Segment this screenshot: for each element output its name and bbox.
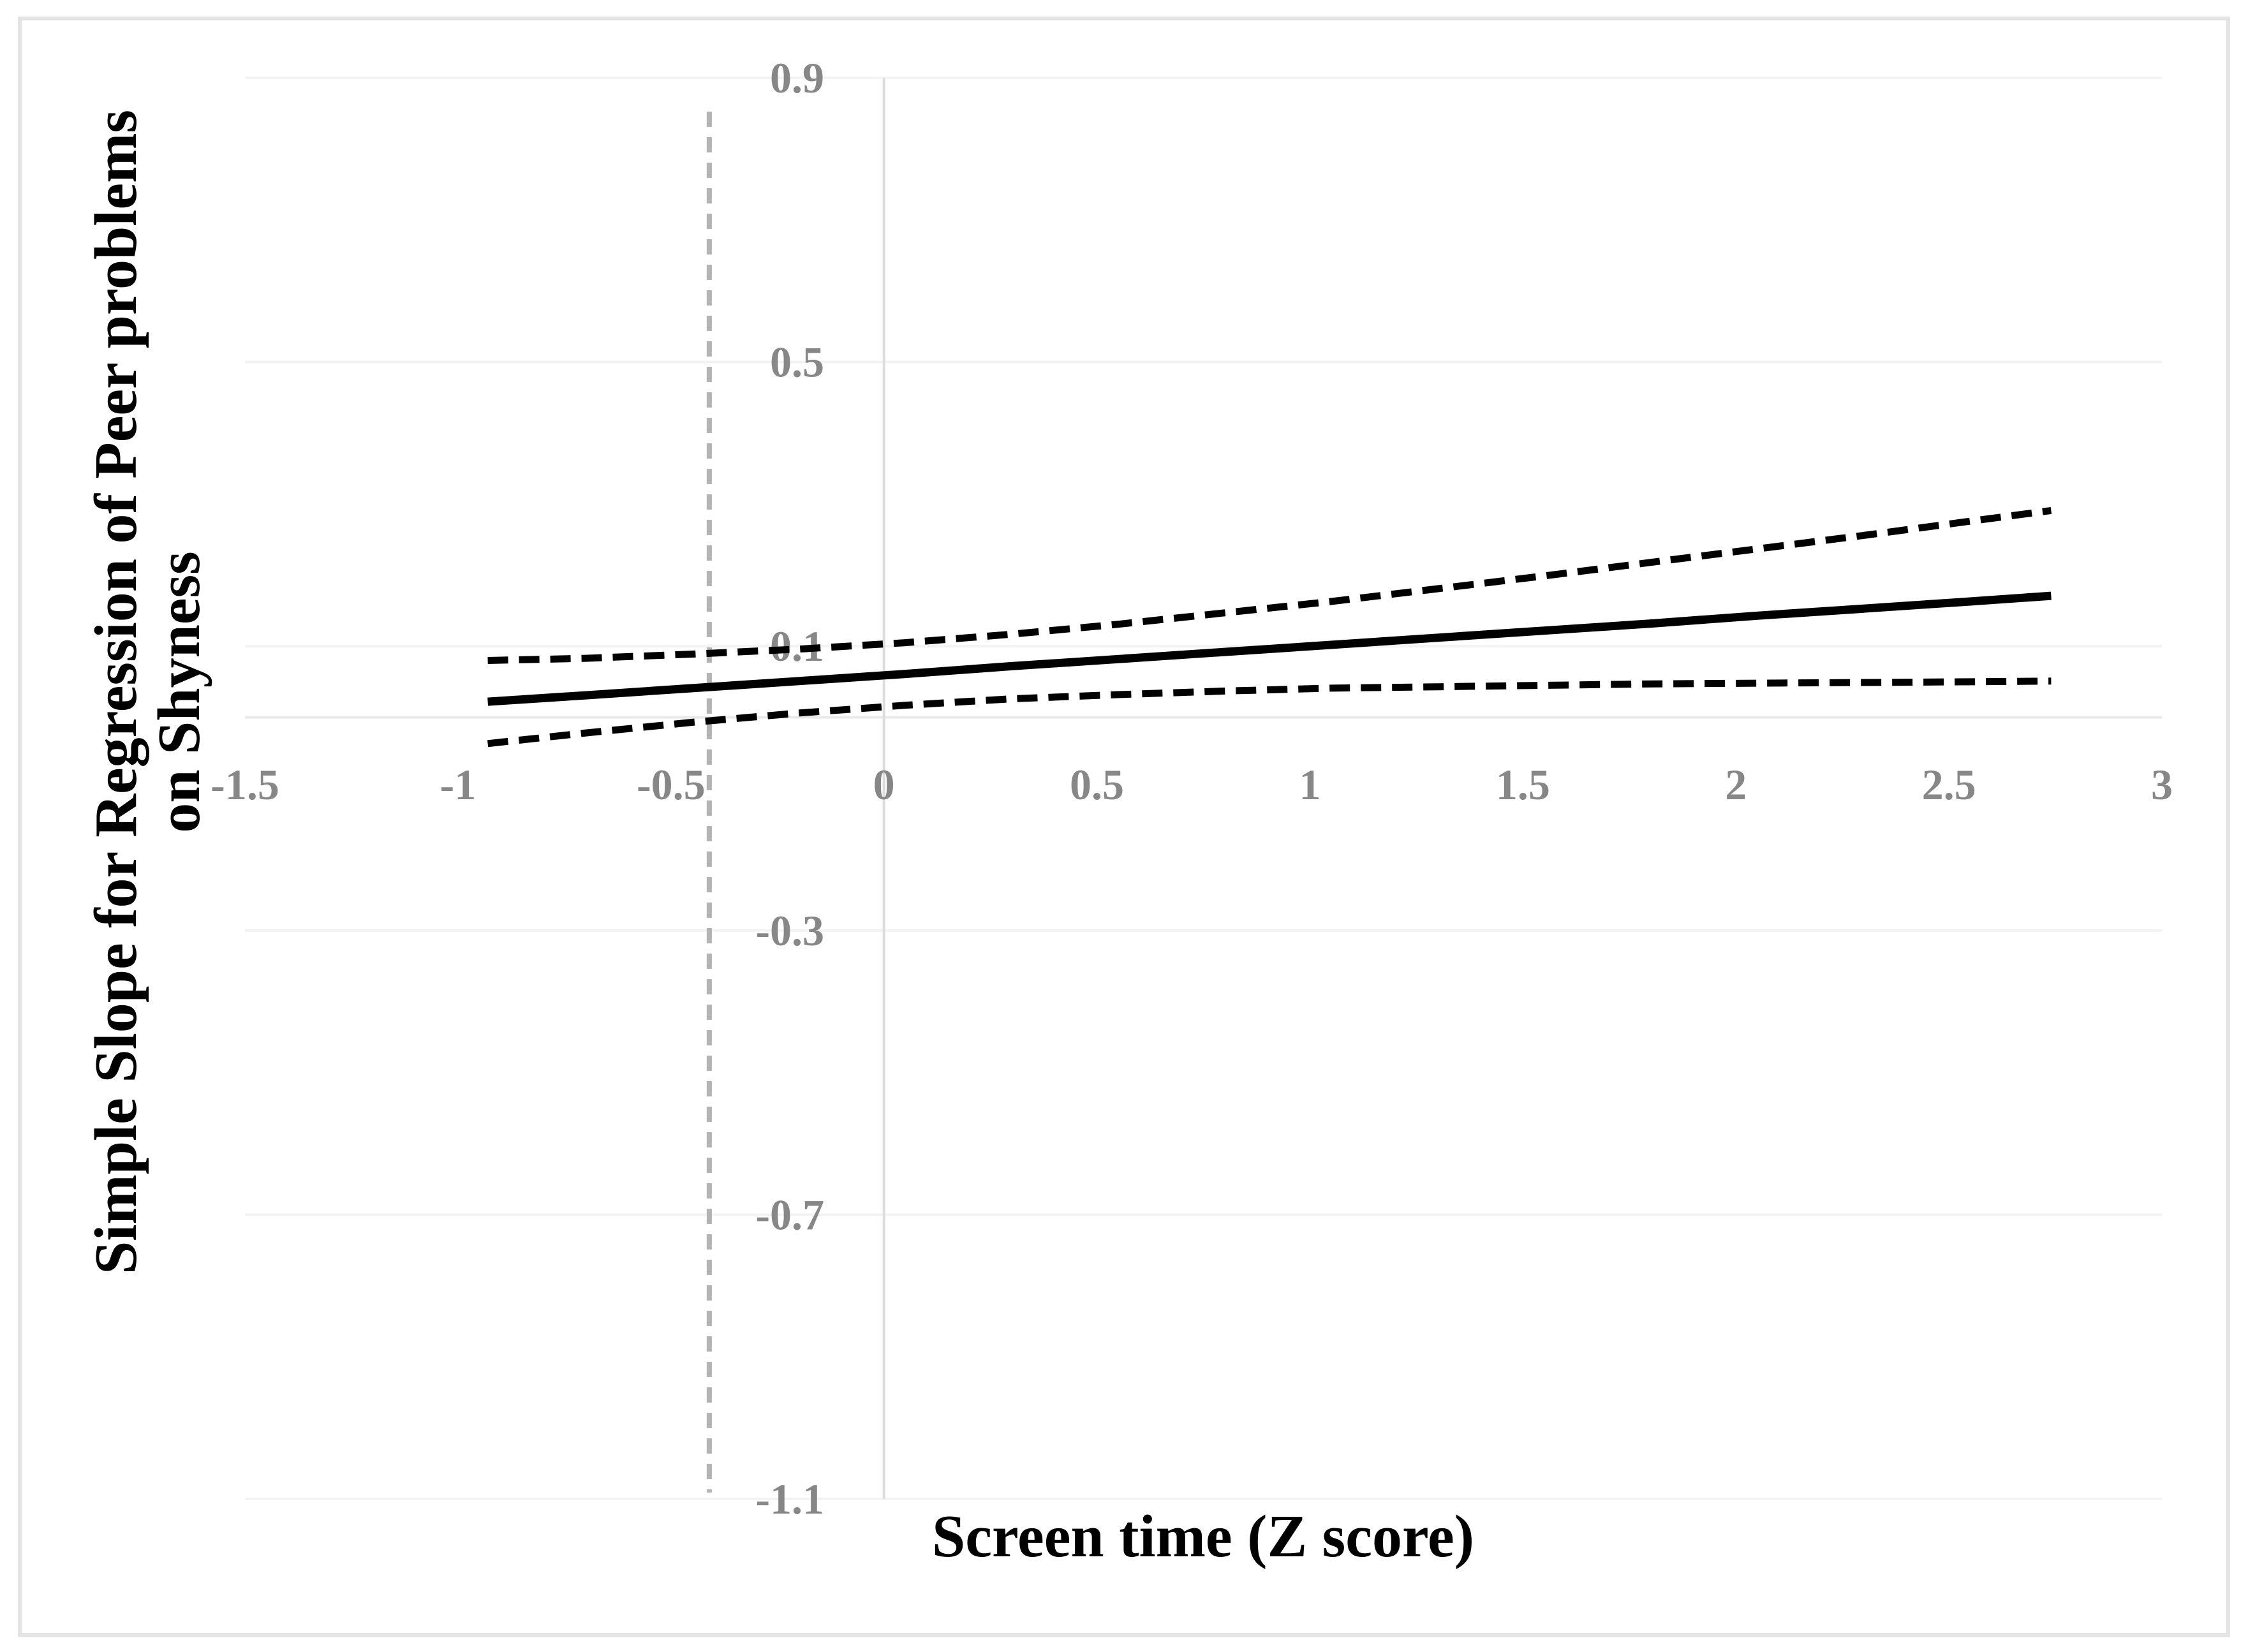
x-tick-label: 2.5 bbox=[1922, 760, 1976, 809]
x-tick-label: 1.5 bbox=[1496, 760, 1550, 809]
x-tick-label: -1 bbox=[440, 760, 477, 809]
series-upper-95ci-bound bbox=[487, 506, 2052, 664]
x-tick-label: 0.5 bbox=[1070, 760, 1124, 809]
x-tick-label: 1 bbox=[1299, 760, 1320, 809]
y-tick-label: -0.3 bbox=[755, 906, 824, 955]
x-tick-label: -0.5 bbox=[637, 760, 706, 809]
x-tick-label: 0 bbox=[873, 760, 895, 809]
x-tick-label: -1.5 bbox=[211, 760, 279, 809]
y-tick-label: 0.9 bbox=[770, 54, 824, 102]
x-tick-label: 3 bbox=[2151, 760, 2173, 809]
y-axis-title: Simple Slope for Regression of Peer prob… bbox=[83, 0, 214, 1521]
y-axis-title-line1: Simple Slope for Regression of Peer prob… bbox=[83, 110, 149, 1274]
y-tick-label: -1.1 bbox=[755, 1475, 824, 1523]
series-lower-95ci-bound bbox=[487, 677, 2052, 748]
x-tick-label: 2 bbox=[1725, 760, 1747, 809]
y-tick-label: 0.5 bbox=[770, 338, 824, 387]
series-simple-slope-estimate bbox=[487, 591, 2052, 706]
figure-border bbox=[18, 17, 2230, 1637]
x-axis-title: Screen time (Z score) bbox=[931, 1503, 1475, 1570]
y-tick-label: -0.7 bbox=[755, 1190, 824, 1239]
y-axis-title-line2: on Shyness bbox=[145, 551, 212, 833]
